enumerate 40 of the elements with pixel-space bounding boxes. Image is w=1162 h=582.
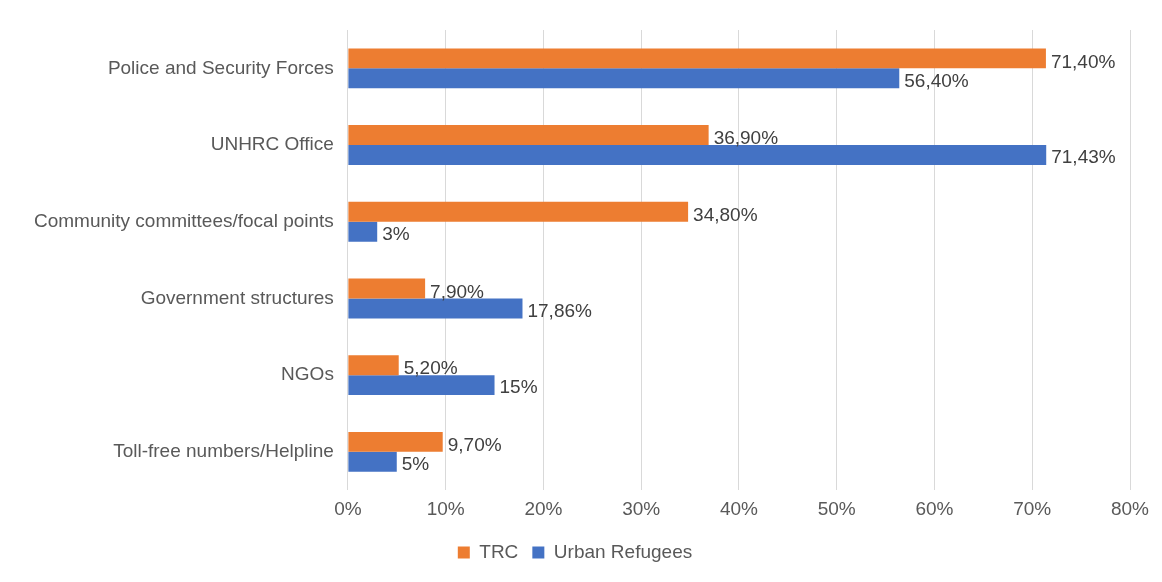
data-label: 5,20%	[403, 357, 458, 379]
bar	[348, 355, 399, 376]
legend-label: Urban Refugees	[553, 540, 693, 562]
y-tick-label: UNHRC Office	[210, 133, 334, 155]
data-label: 17,86%	[527, 299, 593, 321]
data-label: 36,90%	[713, 127, 779, 149]
legend-label: TRC	[479, 540, 519, 562]
data-label: 3%	[382, 222, 410, 244]
x-tick-label: 50%	[817, 497, 856, 519]
bar	[348, 451, 397, 472]
bar	[348, 145, 1047, 165]
bar	[348, 125, 709, 146]
y-tick-label: Government structures	[140, 286, 334, 308]
bar	[348, 278, 426, 299]
x-tick-label: 80%	[1110, 497, 1150, 519]
data-label: 71,40%	[1050, 50, 1116, 72]
bar	[348, 375, 495, 396]
y-tick-label: Toll-free numbers/Helpline	[113, 440, 334, 462]
data-label: 7,90%	[430, 280, 485, 302]
bar	[348, 68, 900, 89]
data-label: 71,43%	[1051, 146, 1116, 168]
x-tick-label: 10%	[426, 497, 465, 519]
data-label: 34,80%	[693, 204, 758, 226]
x-tick-label: 30%	[622, 497, 661, 519]
x-tick-label: 70%	[1013, 497, 1052, 519]
y-tick-label: Police and Security Forces	[107, 56, 334, 78]
data-label: 5%	[401, 453, 430, 475]
data-label: 9,70%	[447, 434, 502, 456]
x-tick-label: 40%	[719, 497, 759, 519]
x-tick-label: 0%	[334, 497, 362, 519]
bar	[348, 221, 378, 242]
y-tick-label: Community committees/focal points	[33, 209, 334, 231]
bar	[348, 48, 1046, 69]
x-tick-label: 20%	[524, 497, 563, 519]
data-label: 56,40%	[904, 69, 969, 91]
bar	[348, 201, 689, 222]
bar	[348, 431, 443, 452]
x-tick-label: 60%	[915, 497, 954, 519]
y-tick-label: NGOs	[281, 363, 334, 385]
data-label: 15%	[499, 376, 538, 398]
